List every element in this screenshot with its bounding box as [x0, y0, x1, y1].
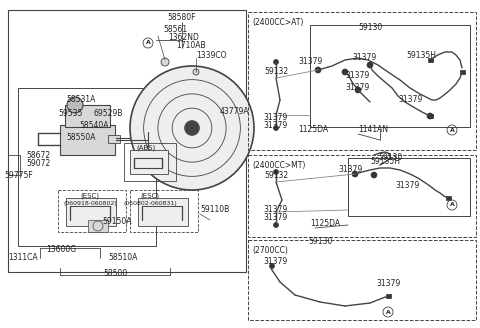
- Text: 69529B: 69529B: [94, 109, 123, 117]
- Text: 31379: 31379: [263, 206, 287, 215]
- Text: 31379: 31379: [263, 121, 287, 131]
- Text: 58550A: 58550A: [66, 133, 96, 142]
- Text: 59135H: 59135H: [406, 51, 436, 59]
- Text: 59072: 59072: [26, 158, 50, 168]
- Text: (2700CC): (2700CC): [252, 246, 288, 255]
- Circle shape: [274, 222, 278, 228]
- Circle shape: [342, 69, 348, 75]
- Text: 58540A: 58540A: [79, 121, 108, 131]
- Bar: [130, 190, 198, 232]
- Text: 58672: 58672: [26, 151, 50, 159]
- Text: 59110B: 59110B: [200, 206, 229, 215]
- Bar: [348, 158, 470, 216]
- Text: 58531A: 58531A: [66, 95, 96, 105]
- Text: 31379: 31379: [338, 166, 362, 174]
- Bar: [385, 294, 391, 298]
- Circle shape: [315, 67, 321, 73]
- Text: 58500: 58500: [103, 269, 127, 277]
- Text: 1362ND: 1362ND: [168, 33, 199, 43]
- Text: 31379: 31379: [298, 57, 322, 67]
- Text: 59130: 59130: [378, 154, 402, 162]
- Bar: [130, 150, 168, 174]
- Bar: [8, 10, 246, 272]
- Bar: [108, 135, 120, 143]
- Circle shape: [184, 121, 200, 135]
- Text: 31379: 31379: [376, 279, 400, 289]
- Bar: [58, 190, 126, 232]
- Circle shape: [161, 58, 169, 66]
- Text: 58510A: 58510A: [108, 254, 137, 262]
- Bar: [88, 220, 108, 232]
- Text: (ESC): (ESC): [81, 193, 99, 199]
- Text: 58561: 58561: [163, 26, 187, 34]
- Text: 1141AN: 1141AN: [358, 126, 388, 134]
- Circle shape: [130, 66, 254, 190]
- Bar: [445, 196, 451, 200]
- Bar: [248, 12, 476, 150]
- Text: 1311CA: 1311CA: [8, 254, 37, 262]
- Text: (2400CC>MT): (2400CC>MT): [252, 161, 305, 170]
- Text: 59132: 59132: [264, 68, 288, 76]
- Text: 59135H: 59135H: [370, 157, 400, 167]
- Text: A: A: [450, 128, 455, 133]
- Bar: [66, 198, 116, 226]
- Bar: [428, 114, 432, 118]
- Bar: [459, 70, 465, 74]
- Text: 31379: 31379: [345, 71, 369, 79]
- Text: 43779A: 43779A: [220, 108, 250, 116]
- Circle shape: [269, 263, 275, 269]
- Circle shape: [193, 69, 199, 75]
- Text: 1125DA: 1125DA: [310, 218, 340, 228]
- Text: 31379: 31379: [352, 53, 376, 63]
- Text: 59130: 59130: [308, 237, 332, 247]
- Circle shape: [367, 62, 373, 68]
- Bar: [124, 143, 176, 181]
- Text: 59132: 59132: [264, 171, 288, 179]
- Text: 1710AB: 1710AB: [176, 42, 205, 51]
- Bar: [248, 155, 476, 237]
- Circle shape: [355, 87, 361, 93]
- Bar: [60, 125, 115, 155]
- Text: (060918-060802): (060918-060802): [63, 200, 117, 206]
- Text: A: A: [450, 202, 455, 208]
- Bar: [310, 25, 470, 127]
- Text: 31379: 31379: [263, 113, 287, 122]
- Text: 31379: 31379: [398, 95, 422, 105]
- Text: (2400CC>AT): (2400CC>AT): [252, 18, 303, 27]
- Text: 13600G: 13600G: [46, 244, 76, 254]
- Text: 1125DA: 1125DA: [298, 126, 328, 134]
- Text: 31379: 31379: [263, 214, 287, 222]
- Text: 31379: 31379: [345, 83, 369, 92]
- Text: A: A: [385, 310, 390, 315]
- Bar: [18, 88, 156, 246]
- Circle shape: [352, 171, 358, 177]
- Text: 31379: 31379: [263, 257, 287, 266]
- Text: 1339CO: 1339CO: [196, 51, 227, 59]
- Bar: [248, 240, 476, 320]
- Bar: [138, 198, 188, 226]
- Circle shape: [274, 170, 278, 174]
- Text: (ABS): (ABS): [136, 145, 156, 151]
- Text: (060802-060831): (060802-060831): [123, 200, 177, 206]
- Circle shape: [427, 113, 433, 119]
- Text: 59775F: 59775F: [4, 172, 33, 180]
- Bar: [428, 58, 432, 62]
- Text: A: A: [145, 40, 150, 46]
- Text: 59535: 59535: [58, 109, 83, 117]
- Text: 59150A: 59150A: [102, 217, 132, 227]
- Text: 31379: 31379: [395, 180, 419, 190]
- Circle shape: [371, 172, 377, 178]
- Bar: [65, 105, 110, 127]
- Text: (ESC): (ESC): [141, 193, 159, 199]
- Circle shape: [274, 126, 278, 131]
- Text: 58580F: 58580F: [168, 13, 196, 23]
- Circle shape: [274, 59, 278, 65]
- Circle shape: [67, 97, 83, 113]
- Text: 59130: 59130: [358, 24, 382, 32]
